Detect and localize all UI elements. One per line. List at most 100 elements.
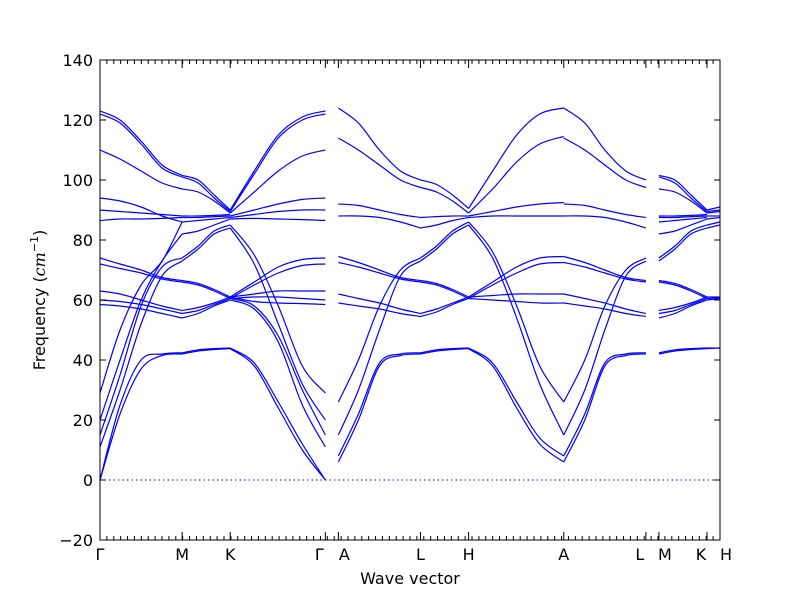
band-line xyxy=(100,299,183,315)
band-line xyxy=(658,296,708,312)
band-line xyxy=(468,224,565,436)
band-line xyxy=(100,110,183,177)
band-line xyxy=(182,281,231,300)
y-tick-label: 140 xyxy=(62,51,93,70)
band-line xyxy=(338,107,421,181)
band-line xyxy=(658,213,708,217)
band-line xyxy=(230,290,326,298)
band-line xyxy=(658,299,708,319)
band-line xyxy=(181,227,231,262)
band-line xyxy=(658,224,708,259)
band-line xyxy=(420,215,469,219)
band-line xyxy=(100,353,183,481)
band-line xyxy=(563,302,646,318)
x-tick-label: L xyxy=(416,545,425,564)
band-line xyxy=(181,299,231,319)
band-line xyxy=(230,299,326,448)
band-line xyxy=(100,149,183,190)
band-line xyxy=(229,263,326,300)
band-line xyxy=(420,297,469,318)
band-line xyxy=(337,257,421,403)
band-line xyxy=(468,347,565,457)
y-axis-label-text: Frequency xyxy=(30,288,49,371)
x-tick-label: M xyxy=(658,545,672,564)
y-tick-label: −20 xyxy=(59,531,93,550)
x-tick-label: Γ xyxy=(315,545,324,564)
band-line xyxy=(337,260,421,436)
band-line xyxy=(468,221,565,403)
band-line xyxy=(658,279,708,298)
band-line xyxy=(337,353,421,463)
band-line xyxy=(230,297,326,436)
band-line xyxy=(230,209,326,219)
band-line xyxy=(100,303,183,319)
y-tick-label: 60 xyxy=(73,291,93,310)
x-tick-label: A xyxy=(339,545,350,564)
band-line xyxy=(100,290,183,312)
band-line xyxy=(658,176,708,212)
band-line xyxy=(182,218,231,235)
band-line xyxy=(100,263,183,283)
y-axis-unit: cm xyxy=(30,252,49,276)
band-line xyxy=(100,352,183,481)
band-line xyxy=(420,224,469,262)
y-axis-unit-exponent: −1 xyxy=(28,236,41,252)
band-line xyxy=(338,261,421,283)
band-line xyxy=(658,188,708,214)
band-line xyxy=(420,279,469,298)
band-line xyxy=(706,297,720,300)
band-line xyxy=(230,197,326,217)
band-line xyxy=(468,348,565,463)
band-line xyxy=(100,221,183,394)
band-line xyxy=(658,227,708,262)
band-line xyxy=(181,174,231,211)
x-tick-label: K xyxy=(225,545,236,564)
band-line xyxy=(563,255,646,282)
y-tick-label: 120 xyxy=(62,111,93,130)
band-line xyxy=(182,279,231,298)
band-line xyxy=(420,186,469,214)
band-line xyxy=(100,113,183,178)
x-axis-label: Wave vector xyxy=(360,569,460,588)
y-axis-label-close: ) xyxy=(30,230,49,236)
band-line xyxy=(706,216,720,220)
band-line xyxy=(706,206,720,211)
y-axis-label: Frequency (cm−1) xyxy=(28,230,49,371)
band-line xyxy=(229,347,326,481)
band-line xyxy=(182,213,231,217)
band-line xyxy=(182,215,231,219)
band-line xyxy=(229,149,326,214)
band-line xyxy=(182,296,231,312)
band-line xyxy=(658,174,708,211)
y-tick-label: 40 xyxy=(73,351,93,370)
band-line xyxy=(563,293,647,315)
band-line xyxy=(182,216,231,223)
band-line xyxy=(229,257,326,298)
band-line xyxy=(658,215,708,219)
y-tick-label: 20 xyxy=(73,411,93,430)
band-line xyxy=(230,296,326,306)
x-tick-label: H xyxy=(720,545,732,564)
band-line xyxy=(230,296,326,301)
band-line xyxy=(468,297,564,304)
band-line xyxy=(658,348,708,355)
plot-frame xyxy=(99,59,721,541)
band-line xyxy=(337,352,421,457)
band-line xyxy=(230,217,326,222)
bands-layer xyxy=(100,107,720,481)
band-line xyxy=(706,297,720,301)
band-line xyxy=(338,203,421,219)
band-line xyxy=(563,260,647,436)
band-line xyxy=(658,218,708,235)
band-line xyxy=(420,347,469,354)
band-line xyxy=(658,347,708,354)
band-line xyxy=(100,257,183,436)
band-line xyxy=(229,110,326,211)
band-line xyxy=(658,281,708,300)
band-line xyxy=(563,352,646,457)
band-line xyxy=(468,201,564,217)
band-line xyxy=(338,293,421,315)
band-line xyxy=(468,261,564,300)
